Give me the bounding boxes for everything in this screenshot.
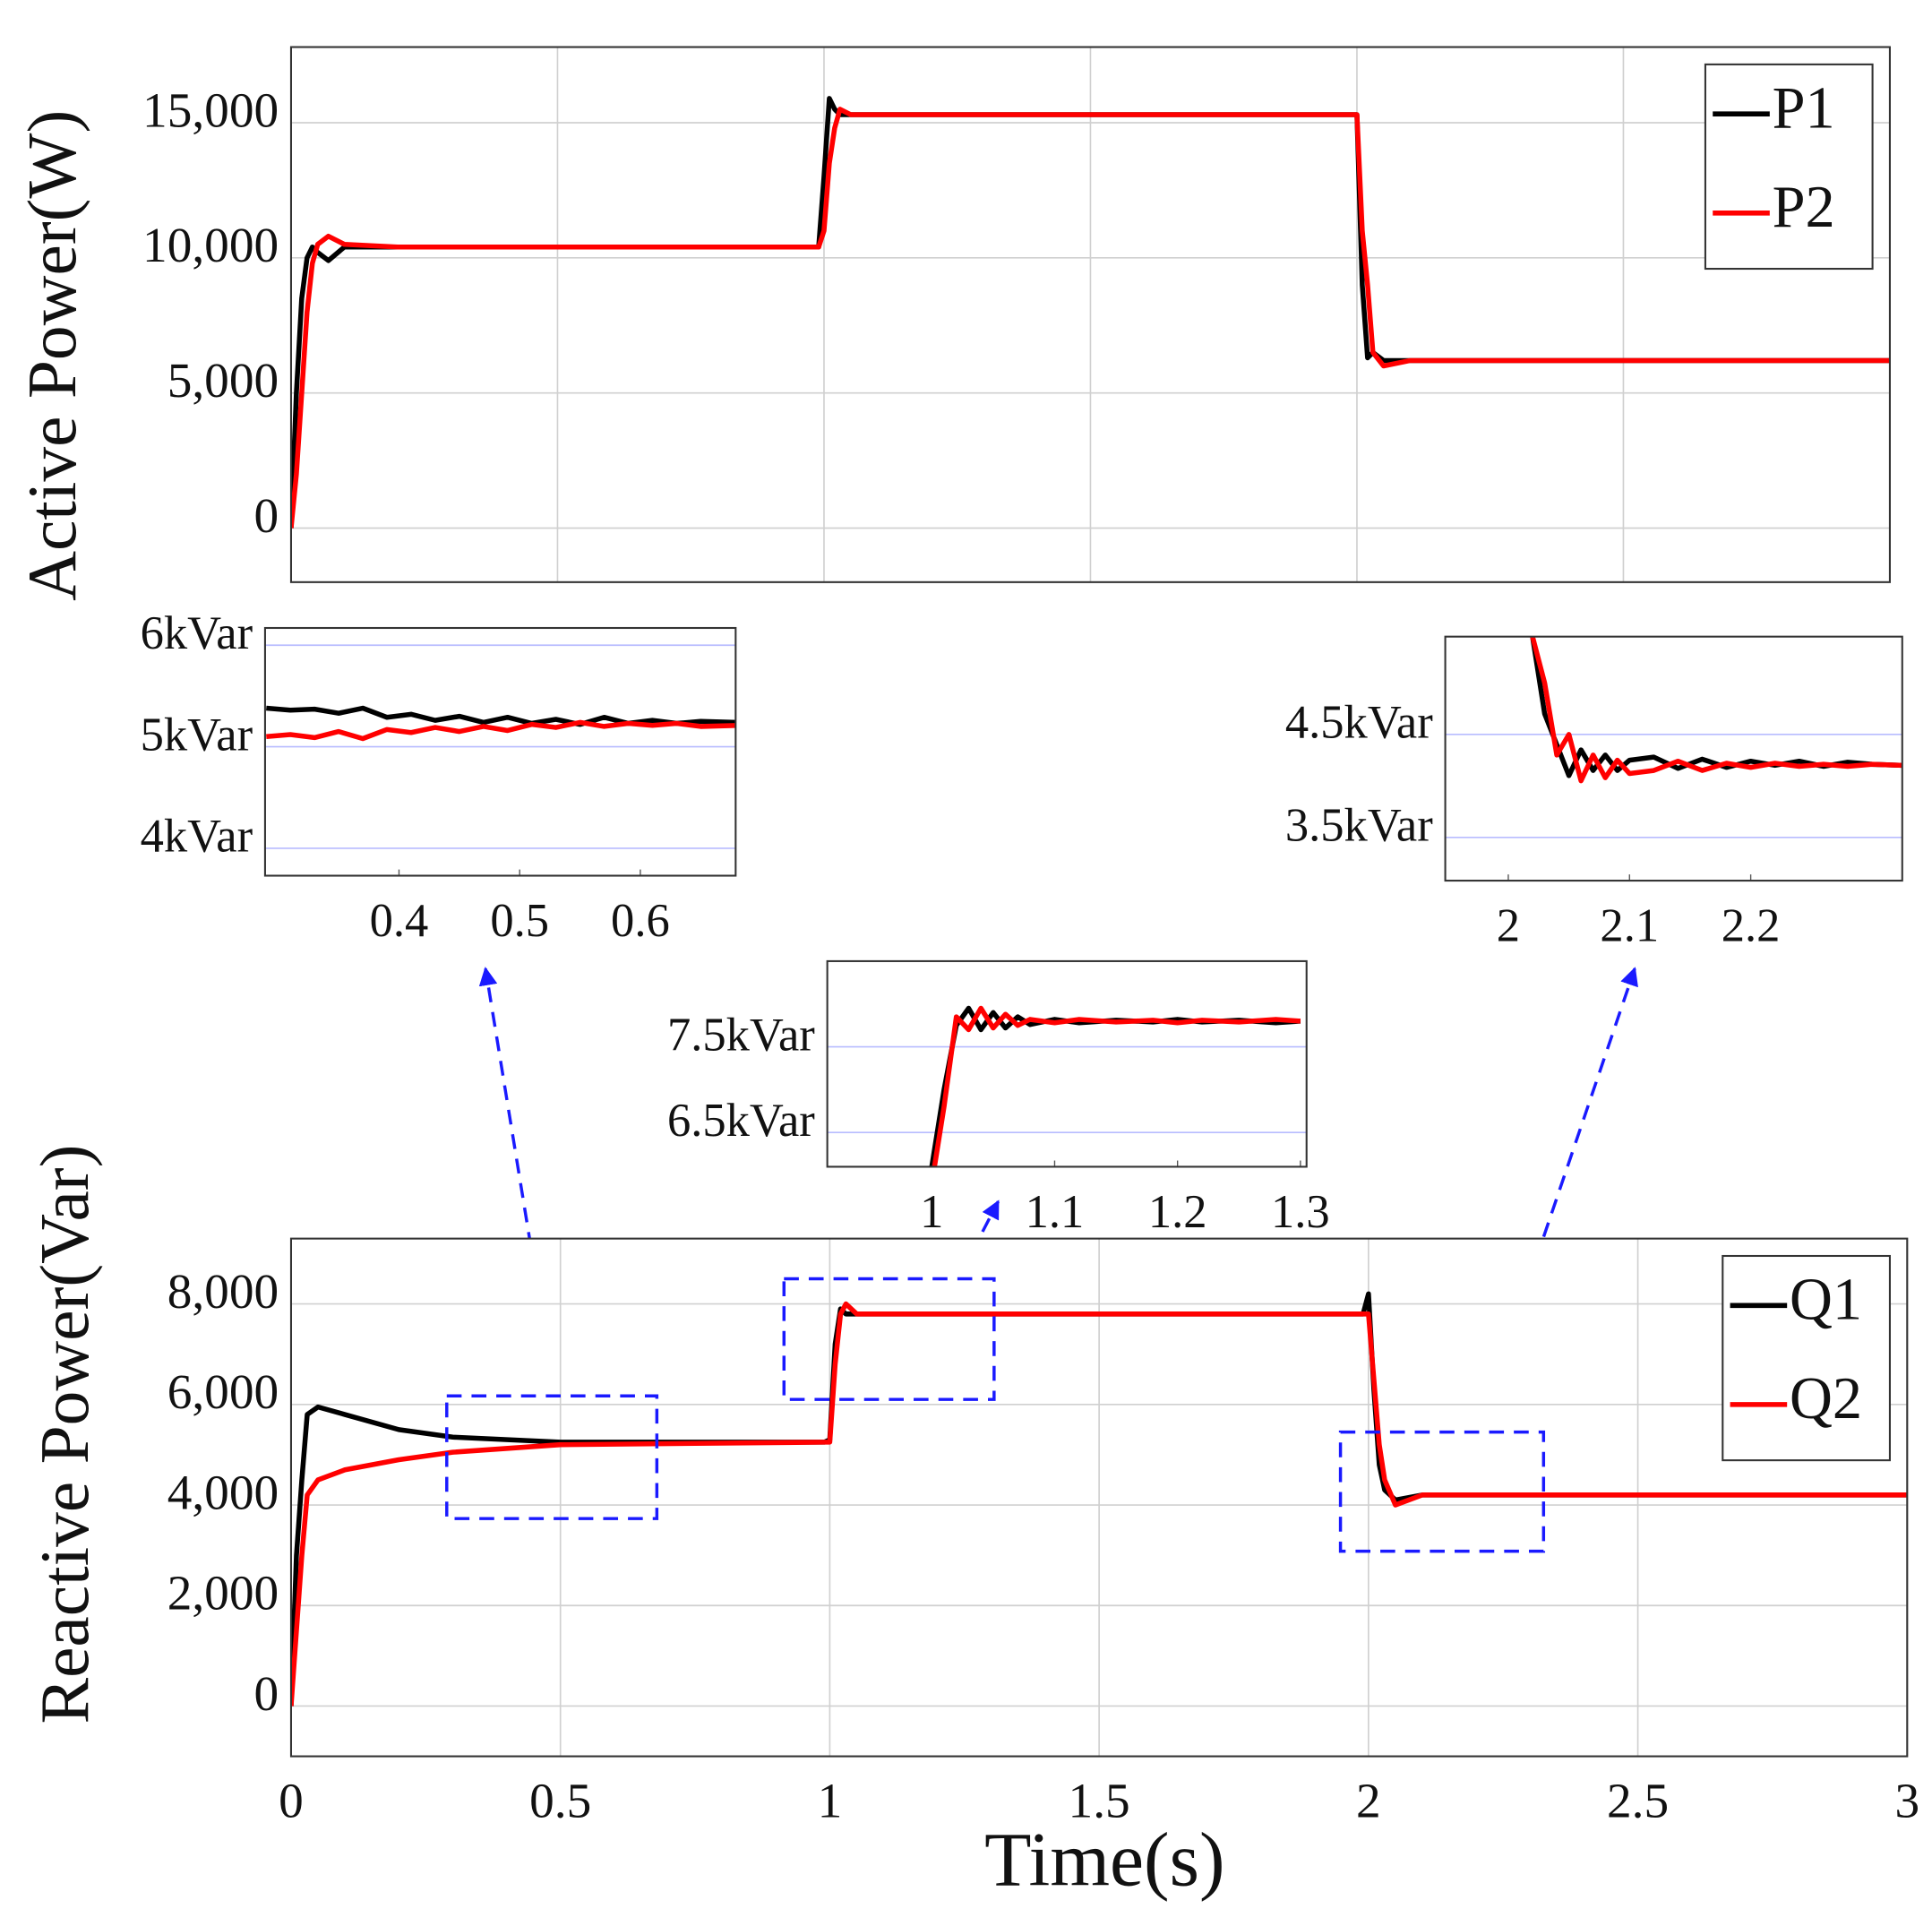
plot-frame (289, 46, 1891, 583)
y-tick-label: 6.5kVar (667, 1095, 815, 1147)
plot-area (929, 1005, 1301, 1167)
x-tick-label: 1.3 (1271, 1186, 1330, 1238)
y-tick-label: 8,000 (167, 1264, 279, 1319)
legend-label: Q2 (1790, 1366, 1862, 1432)
zoom-box (445, 1394, 659, 1520)
zoom-arrow (478, 967, 557, 1394)
data-line (266, 705, 736, 727)
x-tick-label: 1.5 (1069, 1774, 1130, 1828)
x-tick-label: 3 (1894, 1774, 1919, 1828)
legend-label: P1 (1773, 75, 1835, 141)
y-tick-label: 7.5kVar (667, 1009, 815, 1061)
x-tick-label: 0.5 (490, 895, 549, 947)
plot-background (1445, 636, 1902, 881)
x-tick-label: 0.6 (611, 895, 670, 947)
x-tick-label: 2.5 (1607, 1774, 1669, 1828)
legend-box (1704, 63, 1874, 271)
zoom-box (782, 1277, 996, 1401)
y-tick-label: 6kVar (141, 607, 253, 659)
plot-frame (263, 626, 737, 877)
data-line (1530, 636, 1902, 784)
y-axis-title: Reactive Power(Var) (26, 1145, 103, 1724)
y-tick-label: 10,000 (142, 218, 279, 272)
y-tick-label: 6,000 (167, 1364, 279, 1419)
x-tick-label: 2.2 (1722, 899, 1781, 951)
y-tick-label: 0 (253, 488, 279, 543)
y-tick-label: 2,000 (167, 1566, 279, 1621)
y-axis-title: Active Power(W) (13, 110, 90, 601)
plot-area (266, 705, 736, 742)
plot-frame (826, 959, 1308, 1168)
x-tick-label: 1.1 (1026, 1186, 1085, 1238)
zoom-box (1338, 1430, 1546, 1553)
y-tick-label: 4.5kVar (1285, 697, 1433, 749)
data-line (266, 719, 736, 742)
x-tick-label: 0.4 (370, 895, 429, 947)
y-tick-label: 5kVar (141, 709, 253, 761)
y-tick-label: 15,000 (142, 82, 279, 137)
data-line (290, 1301, 1908, 1707)
y-tick-label: 3.5kVar (1285, 800, 1433, 852)
x-tick-label: 2 (1497, 899, 1520, 951)
x-tick-label: 2 (1356, 1774, 1381, 1828)
x-axis-title: Time(s) (984, 1818, 1224, 1903)
y-tick-label: 0 (253, 1666, 279, 1721)
y-tick-label: 5,000 (167, 353, 279, 408)
y-tick-label: 4kVar (141, 811, 253, 863)
legend-label: Q1 (1790, 1268, 1862, 1333)
plot-background (827, 960, 1307, 1167)
x-tick-label: 2.1 (1600, 899, 1659, 951)
legend-label: P2 (1773, 175, 1835, 240)
x-tick-label: 1.2 (1148, 1186, 1207, 1238)
data-line (290, 107, 1890, 529)
y-tick-label: 4,000 (167, 1465, 279, 1519)
plot-frame (289, 1237, 1909, 1758)
x-tick-label: 0.5 (529, 1774, 591, 1828)
plot-background (264, 627, 736, 876)
plot-frame (1444, 635, 1903, 882)
plot-area (1530, 636, 1902, 784)
x-tick-label: 0 (279, 1774, 304, 1828)
data-line (932, 1005, 1301, 1167)
legend-box (1722, 1254, 1891, 1462)
x-tick-label: 1 (818, 1774, 843, 1828)
plot-area (290, 96, 1890, 529)
x-tick-label: 1 (920, 1186, 943, 1238)
plot-area (290, 1291, 1908, 1707)
